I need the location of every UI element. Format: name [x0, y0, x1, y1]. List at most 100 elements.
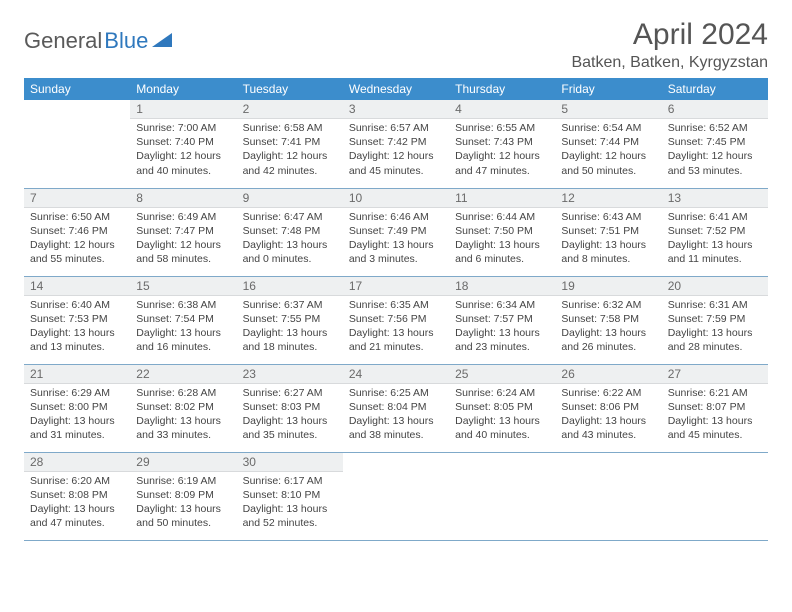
sunset-line: Sunset: 8:02 PM — [136, 400, 230, 414]
sunset-line: Sunset: 8:09 PM — [136, 488, 230, 502]
day-number: 17 — [343, 277, 449, 296]
sunrise-line: Sunrise: 6:49 AM — [136, 210, 230, 224]
calendar-cell — [555, 452, 661, 540]
daylight-line: Daylight: 13 hours and 50 minutes. — [136, 502, 230, 530]
sunset-line: Sunset: 8:04 PM — [349, 400, 443, 414]
day-details: Sunrise: 6:28 AMSunset: 8:02 PMDaylight:… — [130, 384, 236, 447]
sunrise-line: Sunrise: 6:37 AM — [243, 298, 337, 312]
brand-part1: General — [24, 28, 102, 54]
daylight-line: Daylight: 13 hours and 26 minutes. — [561, 326, 655, 354]
daylight-line: Daylight: 12 hours and 45 minutes. — [349, 149, 443, 177]
sunset-line: Sunset: 8:05 PM — [455, 400, 549, 414]
daylight-line: Daylight: 12 hours and 47 minutes. — [455, 149, 549, 177]
day-details: Sunrise: 6:31 AMSunset: 7:59 PMDaylight:… — [662, 296, 768, 359]
daylight-line: Daylight: 13 hours and 21 minutes. — [349, 326, 443, 354]
day-details: Sunrise: 6:49 AMSunset: 7:47 PMDaylight:… — [130, 208, 236, 271]
day-details: Sunrise: 6:21 AMSunset: 8:07 PMDaylight:… — [662, 384, 768, 447]
sunset-line: Sunset: 7:51 PM — [561, 224, 655, 238]
sunset-line: Sunset: 8:06 PM — [561, 400, 655, 414]
daylight-line: Daylight: 13 hours and 28 minutes. — [668, 326, 762, 354]
daylight-line: Daylight: 12 hours and 55 minutes. — [30, 238, 124, 266]
sunrise-line: Sunrise: 6:50 AM — [30, 210, 124, 224]
calendar-cell: 18 Sunrise: 6:34 AMSunset: 7:57 PMDayligh… — [449, 276, 555, 364]
calendar-cell: 8Sunrise: 6:49 AMSunset: 7:47 PMDaylight… — [130, 188, 236, 276]
calendar-cell: 11Sunrise: 6:44 AMSunset: 7:50 PMDayligh… — [449, 188, 555, 276]
day-details: Sunrise: 6:44 AMSunset: 7:50 PMDaylight:… — [449, 208, 555, 271]
day-details: Sunrise: 6:17 AMSunset: 8:10 PMDaylight:… — [237, 472, 343, 535]
sunrise-line: Sunrise: 6:19 AM — [136, 474, 230, 488]
day-number: 19 — [555, 277, 661, 296]
day-number: 4 — [449, 100, 555, 119]
sunrise-line: Sunrise: 6:34 AM — [455, 298, 549, 312]
sunset-line: Sunset: 7:57 PM — [455, 312, 549, 326]
day-number: 5 — [555, 100, 661, 119]
calendar-row: 14Sunrise: 6:40 AMSunset: 7:53 PMDayligh… — [24, 276, 768, 364]
day-details: Sunrise: 6:55 AMSunset: 7:43 PMDaylight:… — [449, 119, 555, 182]
day-number: 21 — [24, 365, 130, 384]
day-details: Sunrise: 6:41 AMSunset: 7:52 PMDaylight:… — [662, 208, 768, 271]
day-details: Sunrise: 6:24 AMSunset: 8:05 PMDaylight:… — [449, 384, 555, 447]
calendar-cell: 21Sunrise: 6:29 AMSunset: 8:00 PMDayligh… — [24, 364, 130, 452]
day-number: 29 — [130, 453, 236, 472]
day-details: Sunrise: 7:00 AMSunset: 7:40 PMDaylight:… — [130, 119, 236, 182]
sunset-line: Sunset: 8:03 PM — [243, 400, 337, 414]
title-block: April 2024 Batken, Batken, Kyrgyzstan — [571, 18, 768, 72]
sunset-line: Sunset: 7:41 PM — [243, 135, 337, 149]
day-details: Sunrise: 6:54 AMSunset: 7:44 PMDaylight:… — [555, 119, 661, 182]
sunset-line: Sunset: 7:49 PM — [349, 224, 443, 238]
sunrise-line: Sunrise: 6:32 AM — [561, 298, 655, 312]
sunrise-line: Sunrise: 6:22 AM — [561, 386, 655, 400]
brand-triangle-icon — [152, 31, 172, 52]
day-number: 26 — [555, 365, 661, 384]
sunrise-line: Sunrise: 6:25 AM — [349, 386, 443, 400]
day-number: 18 — [449, 277, 555, 296]
weekday-header: Monday — [130, 78, 236, 100]
weekday-header: Tuesday — [237, 78, 343, 100]
day-number: 16 — [237, 277, 343, 296]
calendar-cell: 20Sunrise: 6:31 AMSunset: 7:59 PMDayligh… — [662, 276, 768, 364]
sunset-line: Sunset: 7:52 PM — [668, 224, 762, 238]
sunrise-line: Sunrise: 6:38 AM — [136, 298, 230, 312]
calendar-cell: 23Sunrise: 6:27 AMSunset: 8:03 PMDayligh… — [237, 364, 343, 452]
weekday-header: Friday — [555, 78, 661, 100]
daylight-line: Daylight: 13 hours and 6 minutes. — [455, 238, 549, 266]
daylight-line: Daylight: 13 hours and 23 minutes. — [455, 326, 549, 354]
sunset-line: Sunset: 7:43 PM — [455, 135, 549, 149]
calendar-cell: 5Sunrise: 6:54 AMSunset: 7:44 PMDaylight… — [555, 100, 661, 188]
brand-part2: Blue — [104, 28, 148, 54]
day-number: 28 — [24, 453, 130, 472]
day-number: 20 — [662, 277, 768, 296]
calendar-cell — [662, 452, 768, 540]
calendar-row: 1Sunrise: 7:00 AMSunset: 7:40 PMDaylight… — [24, 100, 768, 188]
weekday-header: Thursday — [449, 78, 555, 100]
calendar-cell: 12Sunrise: 6:43 AMSunset: 7:51 PMDayligh… — [555, 188, 661, 276]
day-number: 6 — [662, 100, 768, 119]
sunrise-line: Sunrise: 6:46 AM — [349, 210, 443, 224]
calendar-cell: 16Sunrise: 6:37 AMSunset: 7:55 PMDayligh… — [237, 276, 343, 364]
day-number: 10 — [343, 189, 449, 208]
sunset-line: Sunset: 7:40 PM — [136, 135, 230, 149]
day-details: Sunrise: 6:25 AMSunset: 8:04 PMDaylight:… — [343, 384, 449, 447]
weekday-header: Sunday — [24, 78, 130, 100]
sunset-line: Sunset: 8:07 PM — [668, 400, 762, 414]
sunrise-line: Sunrise: 6:52 AM — [668, 121, 762, 135]
calendar-cell: 15Sunrise: 6:38 AMSunset: 7:54 PMDayligh… — [130, 276, 236, 364]
calendar-cell: 1Sunrise: 7:00 AMSunset: 7:40 PMDaylight… — [130, 100, 236, 188]
sunrise-line: Sunrise: 6:35 AM — [349, 298, 443, 312]
sunset-line: Sunset: 7:48 PM — [243, 224, 337, 238]
day-number: 14 — [24, 277, 130, 296]
sunrise-line: Sunrise: 6:57 AM — [349, 121, 443, 135]
sunrise-line: Sunrise: 6:27 AM — [243, 386, 337, 400]
day-details: Sunrise: 6:37 AMSunset: 7:55 PMDaylight:… — [237, 296, 343, 359]
day-number: 12 — [555, 189, 661, 208]
calendar-cell: 30Sunrise: 6:17 AMSunset: 8:10 PMDayligh… — [237, 452, 343, 540]
sunrise-line: Sunrise: 6:28 AM — [136, 386, 230, 400]
daylight-line: Daylight: 12 hours and 40 minutes. — [136, 149, 230, 177]
day-number: 9 — [237, 189, 343, 208]
calendar-cell: 3Sunrise: 6:57 AMSunset: 7:42 PMDaylight… — [343, 100, 449, 188]
day-number: 27 — [662, 365, 768, 384]
daylight-line: Daylight: 13 hours and 8 minutes. — [561, 238, 655, 266]
day-details: Sunrise: 6:27 AMSunset: 8:03 PMDaylight:… — [237, 384, 343, 447]
sunset-line: Sunset: 7:45 PM — [668, 135, 762, 149]
sunset-line: Sunset: 7:44 PM — [561, 135, 655, 149]
